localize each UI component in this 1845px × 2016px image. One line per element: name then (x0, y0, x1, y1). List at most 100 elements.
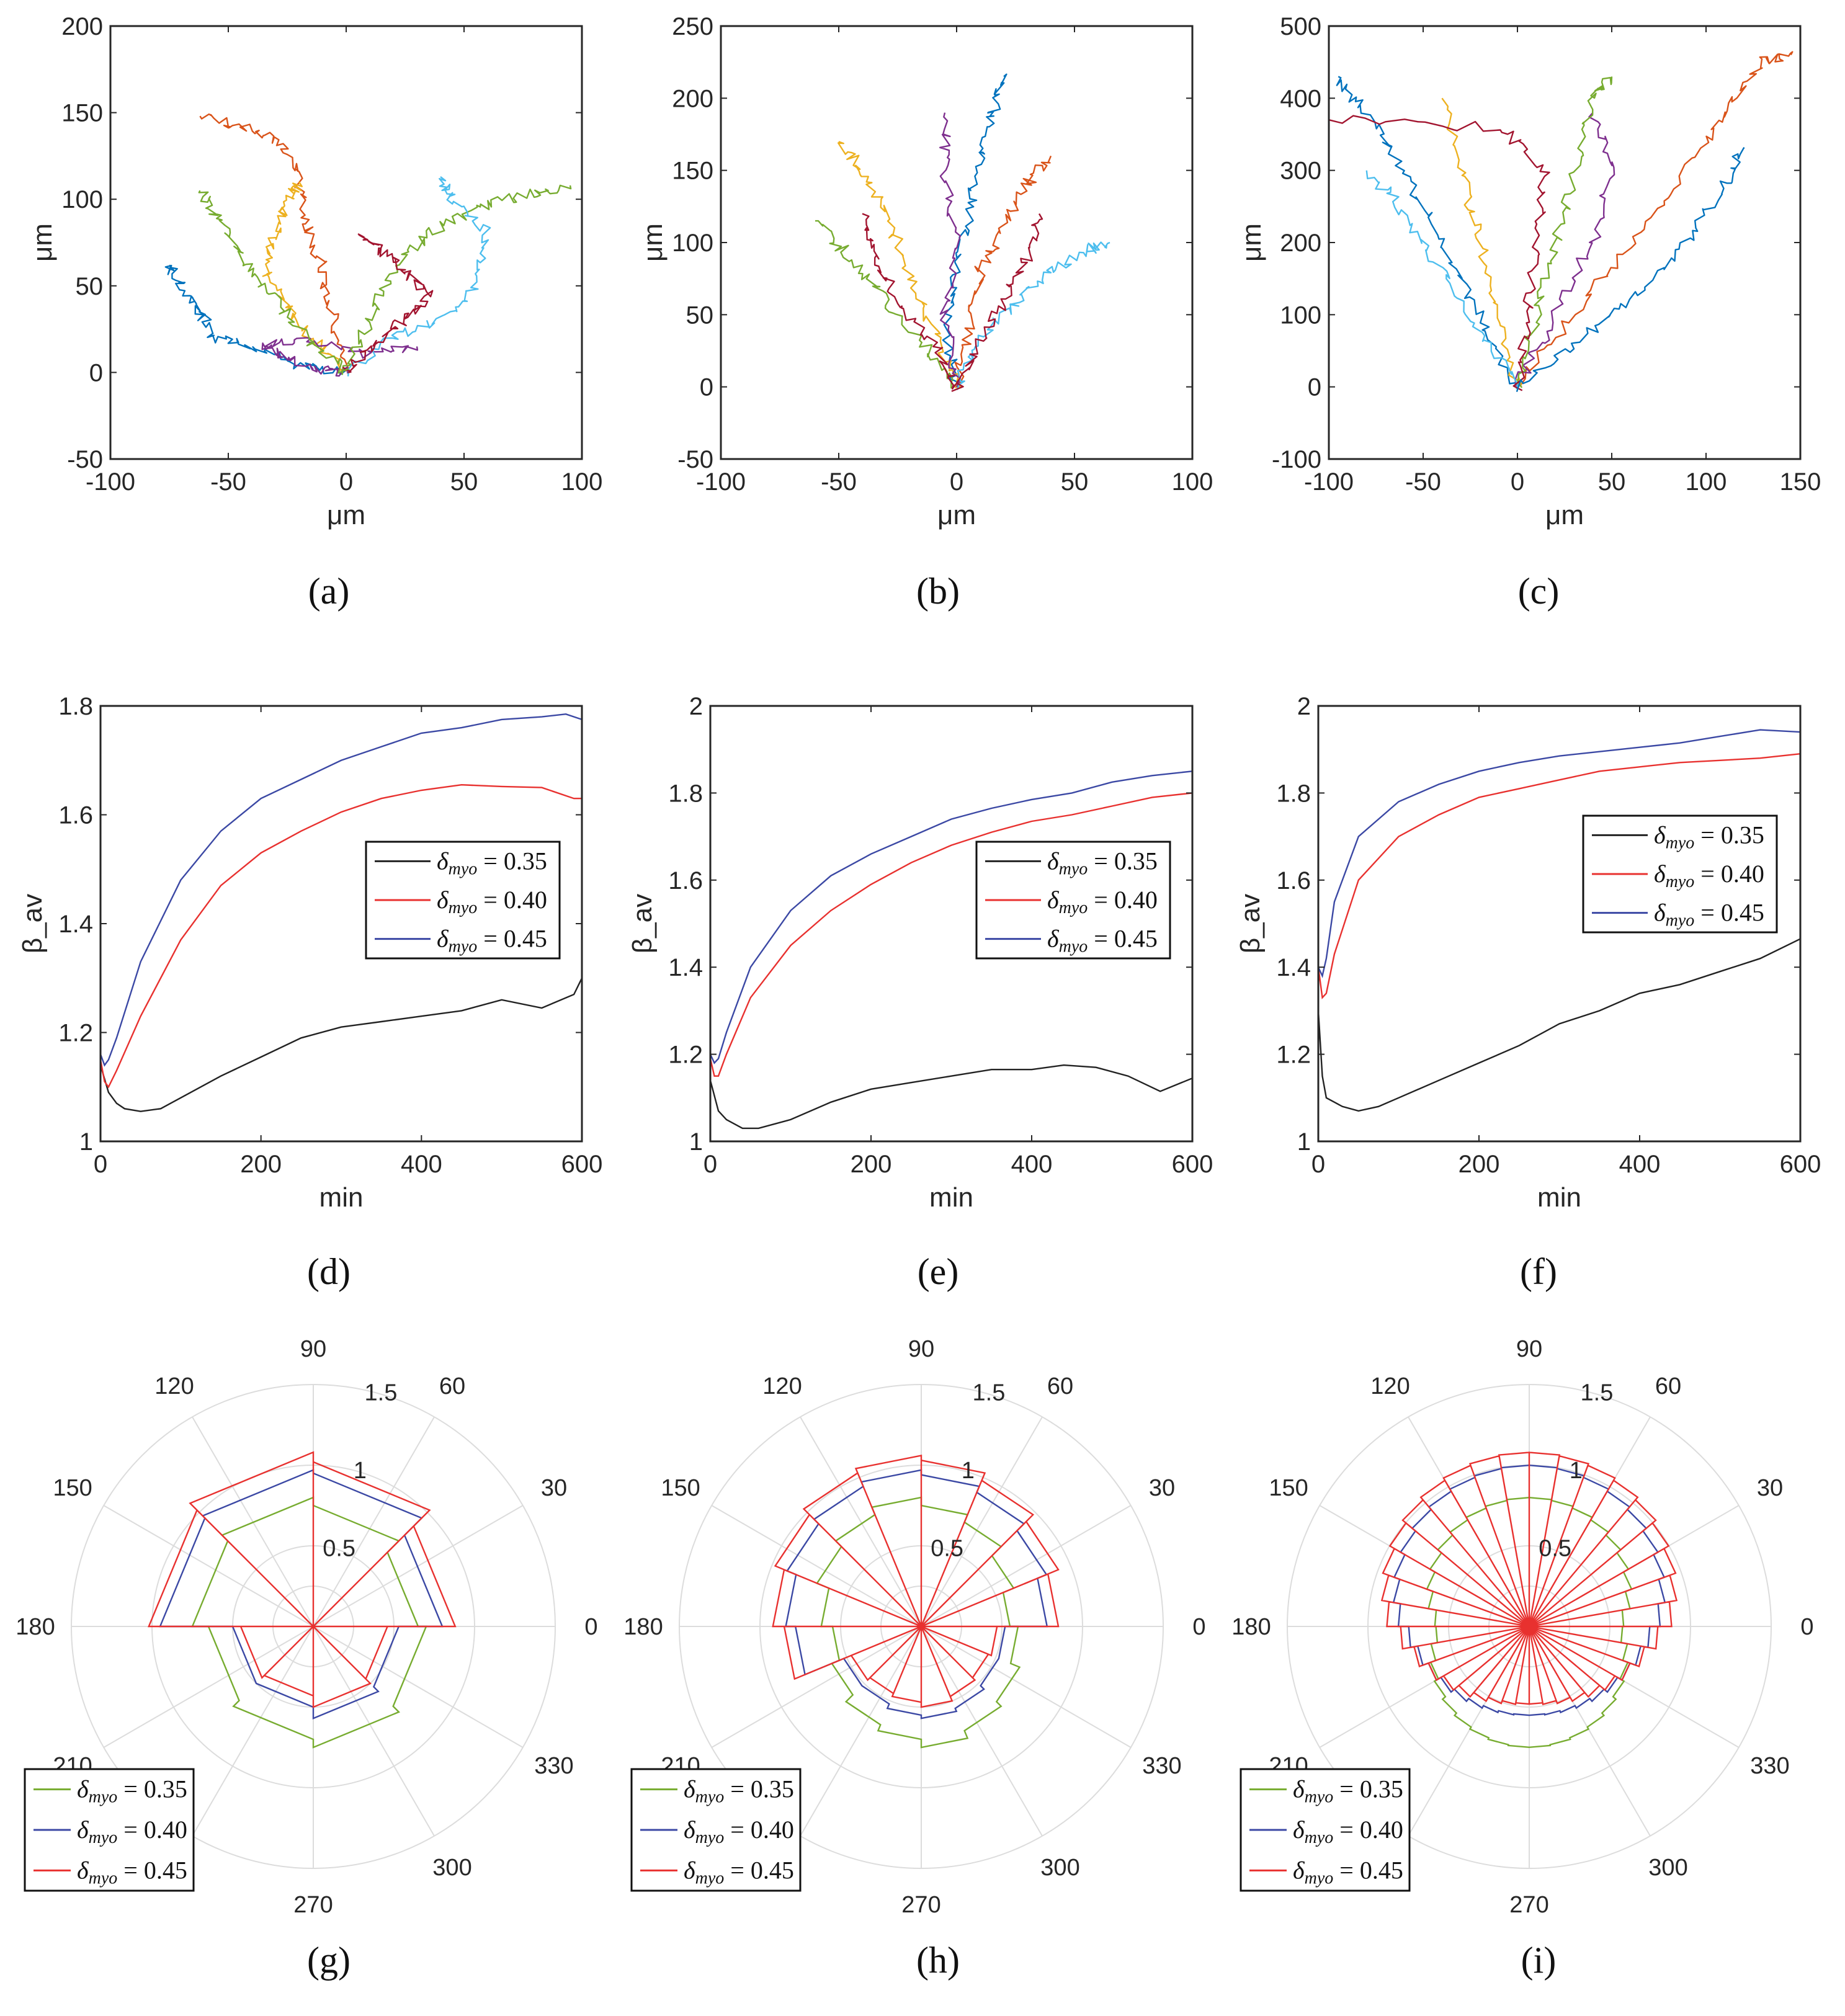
y-tick-label: 2 (1297, 693, 1311, 720)
panel-caption: (c) (1518, 571, 1560, 612)
x-axis-label: min (319, 1182, 364, 1213)
legend-label: δmyo = 0.35 (684, 1775, 794, 1807)
track-6 (956, 241, 1110, 390)
axes-frame (1317, 705, 1802, 1143)
panel-c: -100 -50 0 50 100 150 -100 0 100 200 300 400 500 μm μm… (1236, 13, 1821, 612)
series-line-3 (1317, 729, 1801, 978)
x-tick-label: 600 (1172, 1151, 1213, 1178)
y-tick-label: 200 (672, 85, 713, 112)
track-4 (939, 112, 962, 388)
polar-grid-spoke (800, 1416, 922, 1627)
y-tick-label: 250 (672, 13, 713, 40)
angle-tick-label: 150 (661, 1475, 700, 1501)
track-2 (954, 155, 1052, 386)
track-8 (198, 190, 349, 374)
y-tick-label: 1.2 (1276, 1041, 1311, 1069)
track-4 (1514, 112, 1615, 386)
x-tick-label: 400 (401, 1151, 442, 1178)
angle-tick-label: 90 (300, 1336, 326, 1362)
x-tick-label: 600 (1780, 1151, 1821, 1178)
angle-tick-label: 270 (1509, 1892, 1548, 1918)
y-tick-label: 200 (61, 13, 103, 40)
angle-tick-label: 300 (1648, 1855, 1687, 1881)
panel-caption: (a) (308, 571, 350, 612)
track-3 (1441, 97, 1522, 385)
y-tick-label: 100 (672, 230, 713, 257)
legend-label: δmyo = 0.35 (1654, 821, 1764, 852)
angle-tick-label: 150 (1269, 1475, 1308, 1501)
panel-g: 03060901201501802102402703003300.511.5δm… (16, 1336, 597, 1981)
track-1 (942, 73, 1007, 384)
y-tick-label: 50 (686, 301, 714, 329)
x-tick-label: 400 (1011, 1151, 1053, 1178)
rose-series-3 (772, 1454, 1060, 1708)
polar-grid-spoke (103, 1505, 314, 1627)
track-6 (347, 176, 491, 377)
panel-i: 03060901201501802102402703003300.511.5δm… (1231, 1336, 1813, 1981)
y-tick-label: -50 (677, 446, 713, 473)
angle-tick-label: 150 (53, 1475, 92, 1501)
x-axis-label: min (1537, 1182, 1581, 1213)
x-tick-label: 0 (94, 1151, 107, 1178)
y-tick-label: 150 (61, 100, 103, 127)
panel-caption: (e) (918, 1251, 959, 1292)
angle-tick-label: 180 (1231, 1614, 1271, 1640)
angle-tick-label: 90 (1516, 1336, 1542, 1362)
axes-frame (1328, 25, 1802, 460)
radial-tick-label: 1.5 (1581, 1380, 1614, 1406)
y-tick-label: 1 (79, 1128, 93, 1156)
radial-tick-label: 1.5 (973, 1380, 1006, 1406)
legend-label: δmyo = 0.35 (1047, 847, 1158, 878)
legend-label: δmyo = 0.45 (1654, 899, 1764, 930)
legend-label: δmyo = 0.40 (1654, 860, 1764, 891)
angle-tick-label: 60 (1047, 1373, 1073, 1399)
polar-grid-spoke (192, 1626, 314, 1837)
radial-tick-label: 0.5 (323, 1535, 355, 1561)
y-tick-label: 1.4 (1276, 954, 1311, 981)
x-axis-label: min (929, 1182, 973, 1213)
legend-label: δmyo = 0.35 (77, 1775, 187, 1807)
polar-grid-spoke (921, 1626, 1043, 1837)
x-tick-label: 600 (561, 1151, 603, 1178)
track-2 (199, 113, 350, 372)
track-5 (1517, 76, 1613, 388)
series-line-2 (709, 792, 1193, 1077)
track-8 (862, 213, 958, 390)
x-tick-label: -50 (821, 468, 857, 496)
panel-h: 03060901201501802102402703003300.511.5δm… (623, 1336, 1205, 1981)
y-tick-label: -50 (67, 446, 103, 473)
y-tick-label: 200 (1280, 230, 1321, 257)
angle-tick-label: 30 (1149, 1475, 1175, 1501)
axes-frame (109, 25, 583, 460)
angle-tick-label: 300 (432, 1855, 471, 1881)
track-7 (1328, 115, 1550, 391)
y-tick-label: 400 (1280, 85, 1321, 112)
x-tick-label: 200 (851, 1151, 892, 1178)
y-tick-label: 1 (1297, 1128, 1311, 1156)
legend-label: δmyo = 0.40 (684, 1816, 794, 1847)
x-axis-label: μm (327, 500, 365, 530)
track-5 (341, 184, 572, 375)
x-tick-label: 150 (1780, 468, 1821, 496)
x-tick-label: -50 (1405, 468, 1441, 496)
angle-tick-label: 0 (1192, 1614, 1205, 1640)
y-tick-label: 1.2 (668, 1041, 703, 1069)
angle-tick-label: 270 (901, 1892, 940, 1918)
angle-tick-label: 120 (762, 1373, 802, 1399)
track-5 (815, 220, 954, 389)
x-tick-label: 50 (1598, 468, 1626, 496)
rose-series-2 (785, 1469, 1048, 1719)
y-tick-label: 1.8 (58, 693, 93, 720)
rose-series-3 (148, 1451, 457, 1708)
x-tick-label: 100 (561, 468, 603, 496)
y-tick-label: 1 (689, 1128, 703, 1156)
polar-grid-spoke (103, 1626, 314, 1748)
radial-tick-label: 1 (1570, 1458, 1583, 1484)
track-7 (951, 213, 1043, 392)
angle-tick-label: 270 (293, 1892, 333, 1918)
rose-series-3 (1380, 1452, 1678, 1706)
panel-caption: (i) (1521, 1940, 1557, 1981)
radial-tick-label: 1 (354, 1458, 367, 1484)
polar-grid-spoke (921, 1626, 1132, 1748)
x-tick-label: 0 (704, 1151, 717, 1178)
